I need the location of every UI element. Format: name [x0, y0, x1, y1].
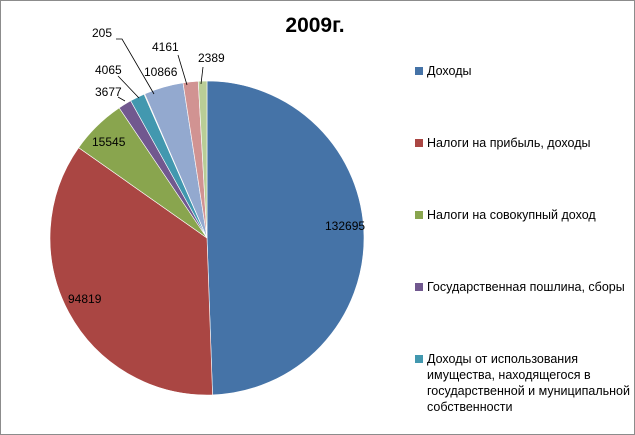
legend-swatch-4 — [415, 355, 423, 363]
legend-item-4: Доходы от использования имущества, наход… — [415, 351, 630, 415]
legend-label-4: Доходы от использования имущества, наход… — [427, 352, 630, 414]
data-label-5: 205 — [92, 26, 112, 40]
legend-swatch-0 — [415, 67, 423, 75]
data-label-7: 4161 — [152, 40, 179, 54]
data-label-4: 4065 — [95, 63, 122, 77]
data-label-2: 15545 — [92, 135, 126, 149]
pie-slice-0 — [206, 80, 365, 396]
leader-line-7 — [177, 54, 188, 86]
data-label-8: 2389 — [198, 51, 225, 65]
leader-line-4 — [117, 75, 140, 99]
legend: Доходы Налоги на прибыль, доходы Налоги … — [415, 0, 630, 435]
legend-item-1: Налоги на прибыль, доходы — [415, 135, 630, 151]
legend-swatch-3 — [415, 283, 423, 291]
legend-label-2: Налоги на совокупный доход — [427, 208, 596, 222]
data-label-6: 10866 — [144, 65, 178, 79]
chart-title: 2009г. — [285, 14, 345, 37]
legend-swatch-1 — [415, 139, 423, 147]
legend-item-3: Государственная пошлина, сборы — [415, 279, 630, 295]
legend-label-1: Налоги на прибыль, доходы — [427, 136, 591, 150]
leader-line-5 — [116, 38, 155, 95]
legend-item-0: Доходы — [415, 63, 630, 79]
legend-label-0: Доходы — [427, 64, 472, 78]
leader-line-8 — [200, 66, 204, 85]
legend-swatch-2 — [415, 211, 423, 219]
legend-label-3: Государственная пошлина, сборы — [427, 280, 625, 294]
pie-slice-8 — [197, 80, 208, 239]
legend-item-2: Налоги на совокупный доход — [415, 207, 630, 223]
data-label-3: 3677 — [95, 85, 122, 99]
data-label-0: 132695 — [325, 219, 365, 233]
leader-line-3 — [117, 96, 126, 102]
data-label-1: 94819 — [68, 292, 102, 306]
pie-slice-1 — [49, 147, 213, 396]
